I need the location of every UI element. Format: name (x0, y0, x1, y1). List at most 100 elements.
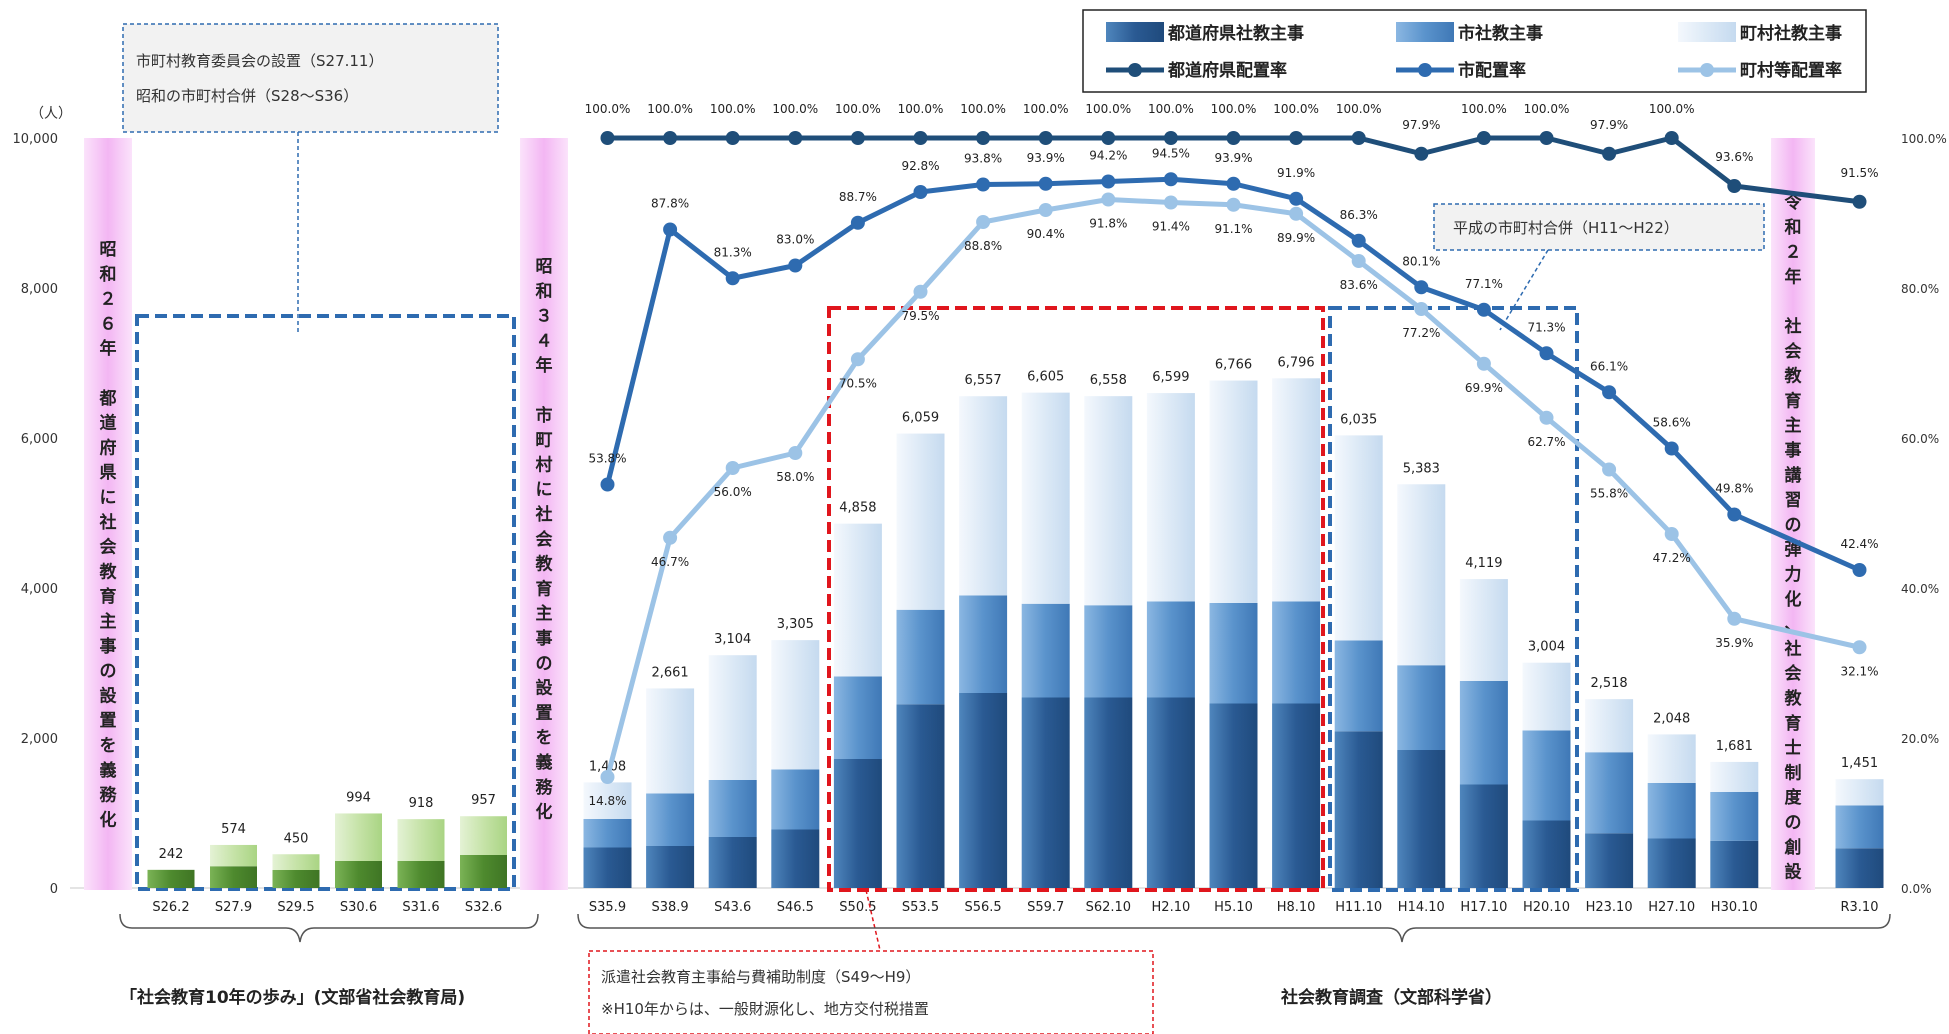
x-tick-label: S46.5 (777, 900, 814, 915)
svg-text:事: 事 (536, 629, 553, 649)
bar-total-label: 3,305 (777, 617, 814, 632)
bar-early-light (335, 813, 382, 861)
rate-point (1289, 206, 1304, 221)
rate-point (1664, 131, 1679, 145)
bar-segment-2 (1522, 662, 1571, 731)
svg-text:県: 県 (100, 463, 117, 483)
rate-point (1038, 131, 1053, 145)
rate-point (1852, 640, 1867, 655)
svg-text:教: 教 (1784, 366, 1803, 387)
rate-point (1038, 203, 1053, 217)
bar-early-dark (147, 869, 195, 888)
rate-point (1727, 179, 1742, 193)
rate-point (1852, 194, 1867, 209)
rate-label: 100.0% (772, 102, 818, 116)
svg-text:会: 会 (536, 529, 553, 550)
rate-label: 66.1% (1590, 359, 1628, 373)
y2-tick-label: 60.0% (1901, 432, 1939, 446)
rate-label: 47.2% (1653, 551, 1691, 565)
bar-total-label: 2,048 (1653, 711, 1690, 726)
svg-text:の: の (1785, 813, 1802, 833)
svg-text:置: 置 (536, 703, 553, 723)
svg-text:和: 和 (100, 265, 117, 285)
bar-segment-0 (896, 704, 945, 888)
period-boxes (135, 306, 1579, 892)
x-tick-label: S53.5 (902, 900, 939, 915)
bar-total-label: 1,408 (589, 759, 626, 774)
rate-label: 91.4% (1152, 220, 1190, 234)
rate-point (1476, 356, 1491, 371)
bar-total-label: 242 (159, 847, 184, 862)
bar-segment-0 (1334, 731, 1383, 888)
legend-marker (1418, 63, 1432, 77)
svg-text:会: 会 (1785, 341, 1802, 362)
rate-lines: 100.0% 100.0% 100.0% 100.0% 100.0% 100.0% 100.… (585, 102, 1879, 808)
rate-point (1289, 131, 1304, 145)
rate-label: 94.5% (1152, 146, 1190, 160)
rate-point (1226, 131, 1241, 145)
svg-text:年: 年 (536, 355, 553, 376)
rate-label: 100.0% (1273, 102, 1319, 116)
rate-point (1414, 302, 1429, 316)
x-tick-label: S27.9 (215, 900, 252, 915)
rate-point (1476, 131, 1491, 145)
bar-segment-1 (1021, 603, 1070, 698)
rate-label: 93.9% (1214, 151, 1252, 165)
rate-label: 46.7% (651, 555, 689, 569)
rate-point (1476, 302, 1491, 317)
bar-total-label: 6,558 (1090, 373, 1127, 388)
rate-label: 42.4% (1840, 537, 1878, 551)
svg-text:化: 化 (100, 809, 117, 830)
x-tick-label: R3.10 (1841, 900, 1879, 915)
bar-segment-1 (1835, 805, 1884, 849)
x-tick-label: S43.6 (714, 900, 751, 915)
rate-label: 56.0% (714, 485, 752, 499)
bar-segment-2 (708, 655, 757, 780)
rate-label: 79.5% (901, 309, 939, 323)
svg-text:設: 設 (1785, 862, 1803, 883)
bar-segment-2 (1146, 393, 1195, 602)
y-tick-label: 2,000 (21, 732, 58, 747)
rate-point (1163, 172, 1178, 187)
svg-text:町: 町 (536, 431, 553, 451)
rate-point (1664, 527, 1679, 541)
svg-text:義: 義 (536, 752, 553, 773)
x-tick-label: S32.6 (465, 900, 502, 915)
bar-total-label: 6,059 (902, 411, 939, 426)
rate-label: 91.5% (1840, 166, 1878, 180)
rate-label: 94.2% (1089, 149, 1127, 163)
legend-swatch (1396, 22, 1454, 42)
rate-label: 100.0% (1524, 102, 1570, 116)
rate-line-1 (605, 176, 1861, 573)
bar-segment-2 (1209, 380, 1258, 603)
bar-segment-1 (1459, 681, 1508, 785)
rate-label: 55.8% (1590, 487, 1628, 501)
svg-text:昭: 昭 (100, 240, 117, 260)
y2-tick-label: 20.0% (1901, 732, 1939, 746)
svg-text:務: 務 (100, 785, 118, 806)
bar-segment-0 (1146, 697, 1195, 888)
x-tick-label: S62.10 (1086, 900, 1131, 915)
bar-segment-2 (1397, 484, 1446, 666)
svg-text:社: 社 (99, 512, 117, 533)
rate-point (788, 258, 803, 273)
bar-segment-2 (583, 782, 632, 819)
rate-point (850, 352, 865, 367)
bar-segment-2 (896, 433, 945, 610)
heisei-merger-callout: 平成の市町村合併（H11～H22） (1433, 203, 1765, 331)
rate-label: 81.3% (714, 245, 752, 259)
rate-label: 100.0% (1023, 102, 1069, 116)
subsidy-text-2: ※H10年からは、一般財源化し、地方交付税措置 (601, 1000, 929, 1018)
bar-segment-0 (1397, 750, 1446, 888)
rate-point (1539, 346, 1554, 361)
rate-label: 100.0% (1148, 102, 1194, 116)
svg-text:置: 置 (100, 711, 117, 731)
bar-total-label: 5,383 (1403, 461, 1440, 476)
svg-text:教: 教 (1784, 688, 1803, 709)
legend-label: 町村社教主事 (1740, 23, 1842, 44)
svg-text:市: 市 (536, 405, 553, 426)
bar-segment-0 (1209, 703, 1258, 888)
rate-point (663, 222, 678, 237)
rate-point (1226, 197, 1241, 212)
